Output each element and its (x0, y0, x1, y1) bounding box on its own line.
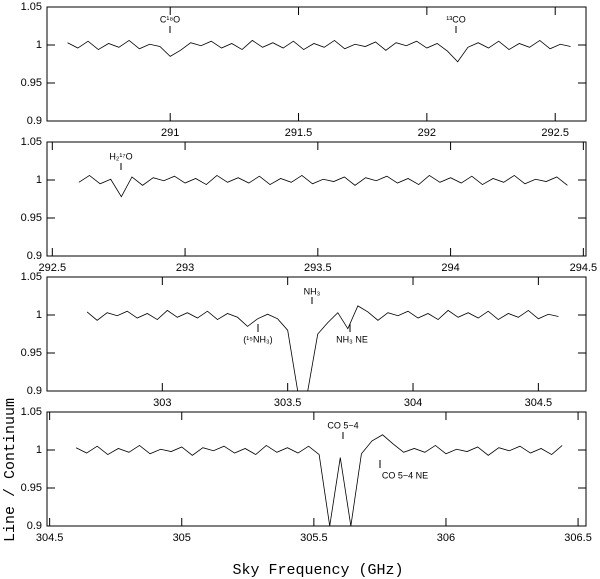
x-tick-label: 292 (418, 127, 436, 139)
line-annotation: ¹³CO (446, 14, 466, 24)
plot-frame (46, 411, 587, 527)
x-tick-label: 305 (173, 532, 191, 544)
y-tick-label: 0.95 (21, 212, 42, 224)
x-tick-label: 305.5 (300, 532, 328, 544)
y-tick-label: 0.9 (27, 115, 42, 127)
x-tick-label: 306 (437, 532, 455, 544)
y-tick-label: 1.05 (21, 136, 42, 148)
y-tick-label: 1.05 (21, 271, 42, 283)
y-tick-label: 1.05 (21, 1, 42, 13)
spectrum-line (67, 39, 571, 63)
x-tick-label: 304.5 (36, 532, 64, 544)
line-annotation: (¹⁵NH₃) (243, 334, 272, 344)
line-annotation: C¹⁸O (160, 14, 180, 24)
y-tick-label: 0.95 (21, 77, 42, 89)
plot-frame (46, 6, 587, 122)
x-tick-label: 294 (441, 262, 459, 274)
x-tick-label: 293.5 (304, 262, 332, 274)
x-tick-label: 292.5 (39, 262, 67, 274)
plot-frame (46, 276, 587, 392)
line-annotation: CO 5−4 NE (382, 470, 428, 480)
y-tick-label: 0.9 (27, 385, 42, 397)
panel: 0.9 0.95 1 1.05 303 303.5 304 304.5 NH₃ (¹⁵NH₃) NH… (21, 271, 587, 409)
y-tick-label: 1 (36, 174, 42, 186)
x-tick-label: 304 (404, 397, 422, 409)
x-tick-label: 293 (176, 262, 194, 274)
y-tick-label: 0.9 (27, 250, 42, 262)
x-tick-label: 292.5 (541, 127, 569, 139)
y-tick-label: 1 (36, 39, 42, 51)
line-annotation: NH₃ (304, 286, 321, 296)
x-tick-label: 294.5 (570, 262, 598, 274)
x-tick-label: 291.5 (285, 127, 313, 139)
line-annotation: CO 5−4 (327, 420, 358, 430)
y-tick-label: 0.9 (27, 520, 42, 532)
x-tick-label: 306.5 (564, 532, 592, 544)
x-axis-label: Sky Frequency (GHz) (232, 562, 403, 579)
line-annotation: NH₃ NE (336, 334, 368, 344)
y-tick-label: 0.95 (21, 347, 42, 359)
plot-frame (46, 141, 587, 257)
y-tick-label: 0.95 (21, 482, 42, 494)
spectrum-line (86, 305, 559, 391)
x-tick-label: 291 (161, 127, 179, 139)
spectrum-line (78, 174, 568, 198)
spectrum-line (75, 434, 563, 526)
y-axis-label: Line / Continuum (2, 398, 19, 542)
panel: 0.9 0.95 1 1.05 291 291.5 292 292.5 C¹⁸O ¹³CO (21, 1, 587, 139)
y-tick-label: 1 (36, 309, 42, 321)
panel: 0.9 0.95 1 1.05 292.5 293 293.5 294 294.5 H₂¹⁷O (21, 136, 598, 274)
y-tick-label: 1.05 (21, 406, 42, 418)
x-tick-label: 303 (153, 397, 171, 409)
panel: 0.9 0.95 1 1.05 304.5 305 305.5 306 306.5 CO 5−4 C… (21, 406, 592, 544)
x-tick-label: 303.5 (274, 397, 302, 409)
x-tick-label: 304.5 (525, 397, 553, 409)
y-tick-label: 1 (36, 444, 42, 456)
line-annotation: H₂¹⁷O (109, 151, 132, 161)
